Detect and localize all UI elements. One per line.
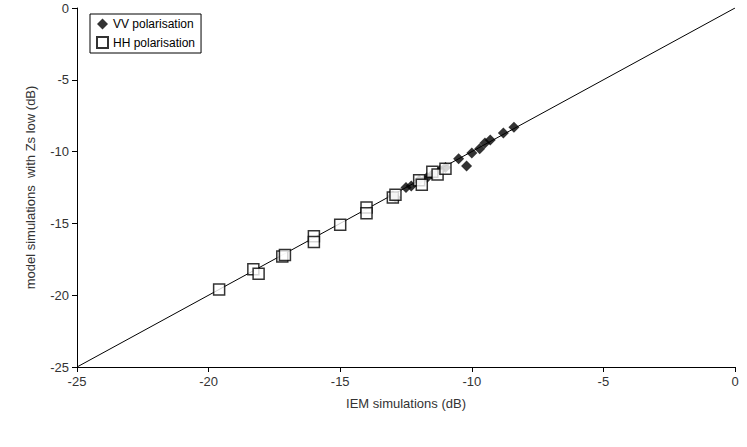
svg-text:-10: -10 (50, 144, 69, 159)
svg-text:-20: -20 (50, 288, 69, 303)
svg-text:IEM simulations (dB): IEM simulations (dB) (346, 396, 466, 411)
svg-text:model simulations with Zs low: model simulations with Zs low (dB) (23, 86, 38, 290)
svg-text:-25: -25 (50, 360, 69, 375)
svg-text:-20: -20 (199, 374, 218, 389)
svg-text:0: 0 (62, 1, 69, 16)
svg-text:HH polarisation: HH polarisation (113, 36, 195, 50)
svg-text:-25: -25 (68, 374, 87, 389)
svg-text:-10: -10 (462, 374, 481, 389)
svg-text:-5: -5 (57, 72, 69, 87)
svg-text:-5: -5 (598, 374, 610, 389)
svg-text:-15: -15 (331, 374, 350, 389)
svg-text:VV polarisation: VV polarisation (113, 17, 194, 31)
svg-text:-15: -15 (50, 216, 69, 231)
svg-text:0: 0 (731, 374, 738, 389)
